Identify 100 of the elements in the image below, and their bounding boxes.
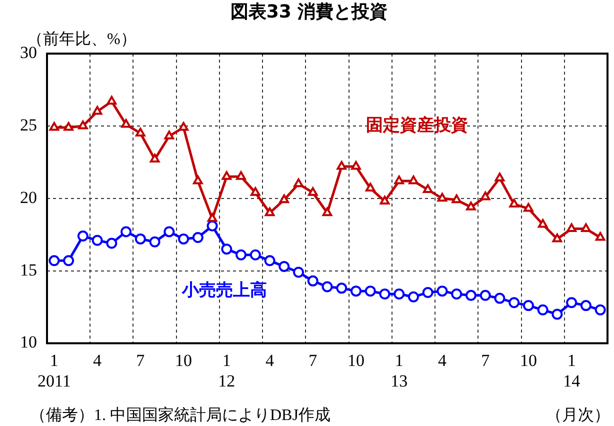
x-tick-label: 1 13 — [390, 350, 408, 390]
point — [63, 255, 74, 266]
point — [164, 226, 175, 238]
point — [466, 202, 476, 210]
point — [178, 233, 190, 244]
point — [236, 249, 247, 260]
point — [408, 176, 418, 184]
point — [150, 154, 160, 163]
point — [580, 300, 592, 312]
point — [322, 281, 333, 292]
point — [336, 282, 348, 294]
point — [294, 178, 304, 188]
point — [78, 120, 88, 130]
point — [206, 220, 218, 232]
y-tick-label: 25 — [20, 115, 37, 134]
x-tick-label: 1 2011 — [38, 350, 71, 390]
point — [106, 96, 117, 105]
point — [595, 232, 606, 241]
x-tick-label: 7 — [481, 350, 490, 370]
point — [64, 122, 74, 131]
point — [437, 192, 448, 202]
point — [264, 255, 276, 266]
point — [581, 223, 591, 232]
point — [307, 275, 318, 286]
x-tick-label: 4 — [438, 350, 447, 370]
point — [552, 233, 562, 242]
point — [351, 161, 361, 170]
series-label: 固定資産投資 — [366, 115, 468, 136]
point — [250, 187, 260, 196]
point — [92, 234, 103, 246]
y-tick-label: 20 — [20, 188, 37, 207]
point — [480, 290, 491, 301]
point — [136, 128, 146, 136]
point — [394, 288, 405, 300]
x-tick-label: 4 — [266, 350, 275, 370]
point — [120, 226, 132, 238]
point — [494, 292, 506, 304]
point — [436, 286, 448, 297]
point — [537, 304, 548, 316]
point — [49, 122, 60, 131]
point — [92, 106, 102, 115]
point — [379, 288, 390, 300]
point — [279, 194, 290, 204]
point — [106, 238, 118, 249]
point — [178, 122, 188, 131]
x-tick-label: 7 — [136, 350, 146, 370]
point — [164, 130, 174, 140]
point — [193, 176, 203, 184]
point — [380, 196, 390, 205]
x-tick-label: 10 — [520, 350, 537, 370]
point — [221, 244, 232, 255]
point — [524, 203, 534, 212]
point — [422, 287, 434, 298]
point — [222, 171, 232, 180]
point — [48, 255, 60, 266]
point — [134, 233, 146, 244]
point — [594, 304, 606, 316]
point — [452, 194, 462, 204]
point — [566, 223, 576, 232]
chart-title: 図表33 消費と投資 — [230, 1, 388, 22]
point — [494, 172, 505, 182]
x-tick-label: 10 — [347, 350, 364, 370]
point — [465, 290, 476, 301]
point — [508, 297, 520, 308]
point — [408, 291, 419, 302]
point — [236, 171, 246, 180]
x-tick-label: 7 — [308, 350, 318, 370]
point — [451, 288, 462, 300]
point — [308, 187, 318, 196]
x-tick-label: 4 — [93, 350, 102, 370]
y-tick-label: 15 — [20, 260, 37, 280]
point — [192, 232, 204, 243]
point — [509, 198, 519, 208]
point — [278, 260, 290, 272]
point — [350, 286, 362, 297]
point — [149, 236, 160, 248]
point — [480, 191, 490, 200]
point — [121, 119, 131, 128]
point — [293, 266, 304, 278]
x-tick-label: 1 14 — [563, 350, 581, 390]
point — [552, 308, 563, 320]
point — [522, 300, 534, 312]
point — [365, 182, 376, 192]
point — [364, 286, 376, 297]
point — [207, 213, 218, 222]
point — [322, 207, 332, 216]
series-label: 小売売上高 — [181, 280, 268, 300]
point — [422, 184, 433, 193]
point — [250, 249, 261, 260]
x-tick-label: 1 12 — [218, 350, 236, 390]
x-tick-label: 10 — [175, 350, 192, 370]
point — [336, 161, 347, 170]
point — [538, 218, 548, 228]
x-axis-title: （月次） — [546, 407, 610, 424]
point — [77, 230, 88, 242]
point — [566, 297, 578, 308]
y-tick-label: 10 — [20, 332, 37, 352]
text: （備考）1. 中国国家統計局によりDBJ作成 — [30, 406, 330, 424]
point — [264, 207, 275, 216]
point — [394, 176, 404, 184]
